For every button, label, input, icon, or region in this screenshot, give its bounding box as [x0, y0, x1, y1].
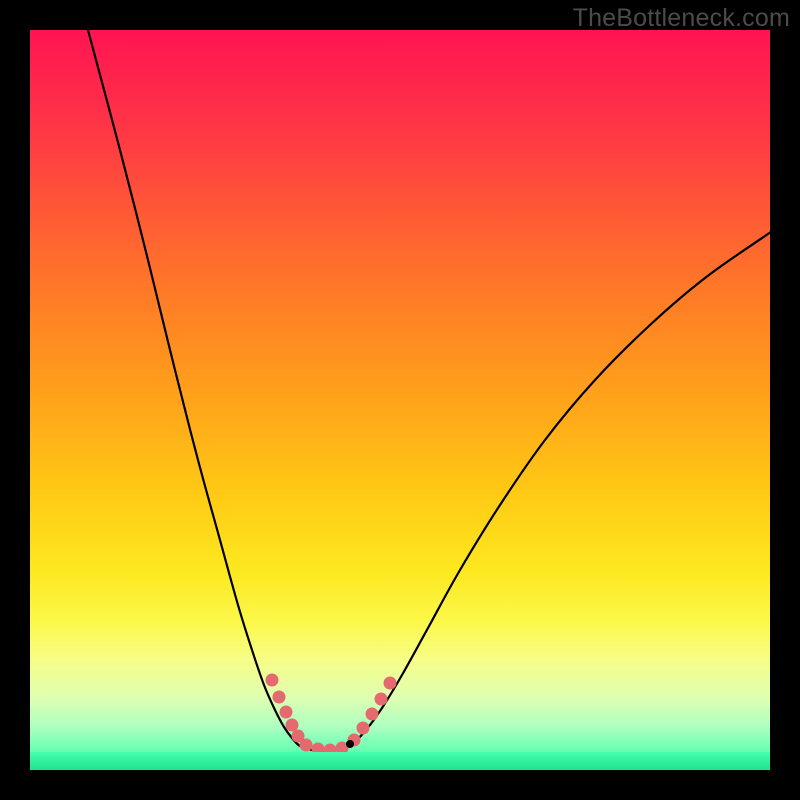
figure-outer: TheBottleneck.com: [0, 0, 800, 800]
bottleneck-curve: [88, 30, 770, 751]
bottom-green-band: [30, 752, 770, 771]
valley-end-dot: [346, 740, 354, 748]
curve-svg: [30, 30, 770, 770]
watermark-text: TheBottleneck.com: [573, 4, 790, 33]
plot-area: [30, 30, 770, 770]
marker-string-right: [348, 677, 397, 747]
marker-string-left: [266, 674, 305, 743]
